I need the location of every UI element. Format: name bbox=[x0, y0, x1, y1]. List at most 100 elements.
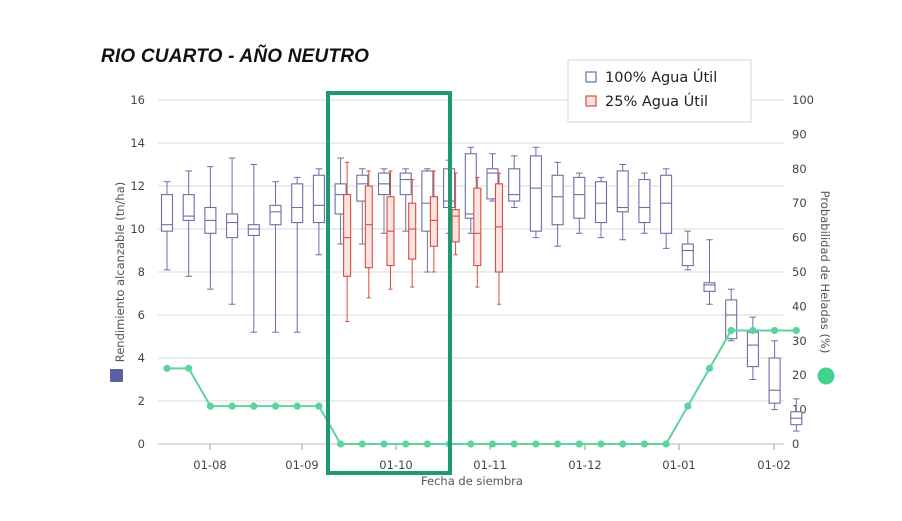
box-100-agua-util bbox=[226, 157, 239, 305]
box-body bbox=[573, 176, 586, 219]
box-100-agua-util bbox=[638, 172, 651, 234]
x-tick-label: 01-11 bbox=[473, 458, 506, 472]
frost-line-point bbox=[771, 326, 779, 335]
box-body bbox=[399, 172, 412, 196]
box-100-agua-util bbox=[681, 230, 694, 271]
box-100-agua-util bbox=[573, 172, 586, 234]
x-tick-label: 01-10 bbox=[379, 458, 412, 472]
frost-line-point bbox=[554, 440, 562, 448]
left-tick-label: 4 bbox=[138, 351, 145, 365]
frost-line-point bbox=[792, 326, 800, 335]
left-axis-label: Rendimiento alcanzable (tn/ha) bbox=[113, 182, 127, 363]
frost-line-point bbox=[380, 440, 388, 448]
box-25-agua-util bbox=[343, 161, 352, 322]
x-tick-label: 01-12 bbox=[568, 458, 601, 472]
box-100-agua-util bbox=[725, 288, 738, 342]
highlight-rectangle bbox=[326, 91, 452, 475]
box-100-agua-util bbox=[790, 398, 803, 432]
frost-line-point bbox=[749, 326, 757, 335]
box-body bbox=[269, 204, 282, 226]
box-body bbox=[616, 170, 629, 213]
box-body bbox=[451, 209, 460, 243]
series-100-boxes bbox=[160, 146, 803, 432]
box-body bbox=[551, 174, 564, 226]
box-body bbox=[529, 155, 542, 232]
box-body bbox=[508, 168, 521, 202]
right-axis-series-marker bbox=[817, 367, 835, 385]
left-tick-label: 2 bbox=[138, 394, 145, 408]
left-axis-series-marker bbox=[110, 369, 123, 382]
box-body bbox=[291, 183, 304, 224]
box-25-agua-util bbox=[473, 176, 482, 288]
box-100-agua-util bbox=[160, 181, 174, 271]
x-axis-label: Fecha de siembra bbox=[421, 474, 523, 488]
frost-line-point bbox=[358, 440, 366, 448]
frost-line-point bbox=[619, 440, 627, 448]
box-body bbox=[464, 153, 477, 219]
right-tick-label: 40 bbox=[792, 299, 807, 313]
frost-probability-line bbox=[163, 326, 800, 448]
left-tick-label: 16 bbox=[130, 93, 145, 107]
right-tick-label: 100 bbox=[792, 93, 814, 107]
chart-title: RIO CUARTO - AÑO NEUTRO bbox=[101, 46, 370, 67]
box-100-agua-util bbox=[269, 181, 282, 333]
box-body bbox=[182, 194, 195, 221]
right-tick-label: 60 bbox=[792, 231, 807, 245]
box-body bbox=[160, 194, 174, 232]
box-body bbox=[312, 174, 325, 224]
left-axis-ticks: 0 2 4 6 8 10 12 14 16 bbox=[130, 93, 145, 451]
right-tick-label: 30 bbox=[792, 334, 807, 348]
frost-line-point bbox=[250, 402, 258, 410]
frost-line-point bbox=[315, 402, 323, 410]
box-body bbox=[247, 224, 260, 236]
legend-frame bbox=[567, 59, 752, 123]
box-100-agua-util bbox=[594, 176, 608, 239]
frost-line-point bbox=[705, 364, 714, 372]
box-25-agua-util bbox=[429, 170, 438, 273]
frost-line-point bbox=[271, 402, 280, 410]
box-body bbox=[703, 282, 716, 292]
left-tick-label: 6 bbox=[138, 308, 145, 322]
left-tick-label: 12 bbox=[130, 179, 145, 193]
box-body bbox=[768, 357, 781, 404]
box-body bbox=[408, 202, 417, 260]
frost-line-point bbox=[488, 440, 497, 448]
box-100-agua-util bbox=[746, 316, 759, 380]
legend: 100% Agua Útil 25% Agua Útil bbox=[567, 59, 752, 123]
box-25-agua-util bbox=[364, 170, 373, 299]
box-25-agua-util bbox=[408, 179, 417, 288]
frost-line-point bbox=[163, 364, 171, 372]
box-100-agua-util bbox=[312, 168, 325, 256]
box-100-agua-util bbox=[529, 146, 542, 239]
frost-line-point bbox=[684, 402, 692, 410]
box-100-agua-util bbox=[291, 176, 304, 333]
x-tick-label: 01-01 bbox=[662, 458, 695, 472]
left-tick-label: 8 bbox=[138, 265, 145, 279]
legend-swatch-25 bbox=[585, 95, 597, 107]
box-body bbox=[429, 196, 438, 247]
x-tick-label: 01-02 bbox=[757, 458, 790, 472]
box-body bbox=[343, 194, 352, 277]
frost-line-point bbox=[337, 440, 345, 448]
frost-line-point bbox=[228, 402, 236, 410]
box-100-agua-util bbox=[247, 164, 260, 333]
box-25-agua-util bbox=[451, 172, 460, 256]
box-100-agua-util bbox=[703, 239, 716, 305]
frost-line-point bbox=[727, 326, 735, 335]
frost-line-point bbox=[423, 440, 431, 448]
x-tick-label: 01-08 bbox=[193, 458, 226, 472]
right-tick-label: 80 bbox=[792, 162, 807, 176]
frost-line-point bbox=[206, 402, 214, 410]
box-body bbox=[473, 187, 482, 267]
box-body bbox=[660, 174, 673, 234]
frost-line-point bbox=[532, 440, 540, 448]
right-tick-label: 20 bbox=[792, 368, 807, 382]
frost-line-point bbox=[597, 440, 605, 448]
frost-line-point bbox=[402, 440, 410, 448]
frost-line-point bbox=[575, 440, 583, 448]
frost-line-point bbox=[662, 440, 670, 448]
x-tick-label: 01-09 bbox=[285, 458, 318, 472]
right-tick-label: 50 bbox=[792, 265, 807, 279]
